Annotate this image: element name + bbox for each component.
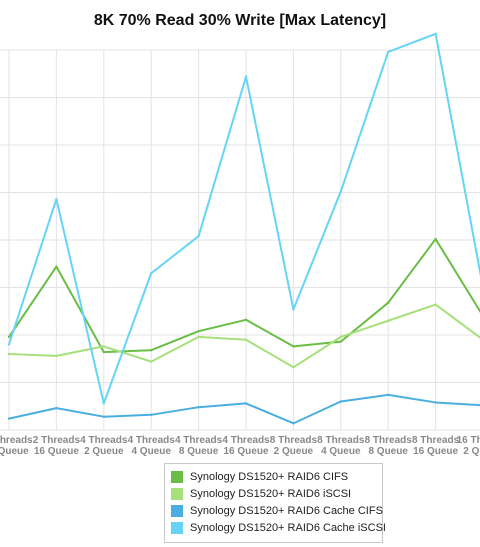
data-point bbox=[7, 352, 11, 356]
data-point bbox=[387, 50, 390, 54]
data-point bbox=[244, 318, 248, 321]
x-tick-label: 8 Threads 4 Queue bbox=[317, 435, 365, 457]
x-tick-label: 8 Threads 16 Queue bbox=[412, 435, 460, 457]
data-point bbox=[102, 345, 106, 348]
series-lines bbox=[7, 32, 480, 425]
data-point bbox=[387, 393, 390, 397]
legend-swatch bbox=[171, 471, 183, 483]
data-point bbox=[244, 338, 248, 341]
legend-swatch bbox=[171, 522, 183, 534]
data-point bbox=[197, 330, 200, 333]
data-point bbox=[339, 340, 342, 343]
x-tick-label: 4 Threads 2 Queue bbox=[80, 435, 128, 457]
data-point bbox=[55, 354, 58, 358]
data-point bbox=[339, 400, 342, 403]
legend-item: Synology DS1520+ RAID6 CIFS bbox=[171, 470, 348, 484]
data-point bbox=[244, 75, 248, 78]
data-point bbox=[150, 413, 153, 416]
data-point bbox=[244, 402, 248, 405]
legend-label: Synology DS1520+ RAID6 Cache CIFS bbox=[190, 505, 383, 517]
x-tick-label: 4 Threads 16 Queue bbox=[222, 435, 270, 457]
legend-label: Synology DS1520+ RAID6 CIFS bbox=[190, 471, 349, 483]
data-point bbox=[434, 401, 437, 404]
legend-swatch bbox=[171, 505, 183, 517]
x-tick-label: 2 Threads 16 Queue bbox=[33, 435, 81, 457]
x-tick-label: 4 Threads 8 Queue bbox=[175, 435, 223, 457]
legend-item: Synology DS1520+ RAID6 Cache iSCSI bbox=[171, 521, 386, 535]
data-point bbox=[102, 350, 106, 354]
legend: Synology DS1520+ RAID6 CIFS Synology DS15… bbox=[164, 463, 386, 543]
data-point bbox=[150, 360, 153, 363]
data-point bbox=[197, 235, 200, 238]
data-point bbox=[55, 197, 58, 201]
data-point bbox=[292, 422, 295, 425]
x-tick-label: 8 Threads 2 Queue bbox=[270, 435, 318, 457]
legend-swatch bbox=[171, 488, 183, 500]
data-point bbox=[102, 415, 106, 418]
data-point bbox=[197, 335, 200, 339]
data-point bbox=[434, 32, 437, 36]
series-line-3 bbox=[8, 393, 480, 425]
data-point bbox=[292, 345, 295, 348]
data-point bbox=[387, 319, 390, 322]
data-point bbox=[7, 335, 11, 339]
data-point bbox=[102, 402, 106, 405]
x-tick-label: 8 Threads 8 Queue bbox=[365, 435, 413, 457]
legend-label: Synology DS1520+ RAID6 iSCSI bbox=[190, 488, 352, 500]
series-line-4 bbox=[8, 32, 480, 405]
data-point bbox=[55, 265, 58, 268]
data-point bbox=[7, 343, 11, 346]
data-point bbox=[339, 335, 342, 339]
data-point bbox=[150, 349, 153, 352]
series-line-2 bbox=[8, 303, 480, 369]
x-tick-label: 4 Threads 4 Queue bbox=[128, 435, 176, 457]
data-point bbox=[292, 308, 295, 311]
legend-item: Synology DS1520+ RAID6 Cache CIFS bbox=[171, 504, 383, 518]
chart-title: 8K 70% Read 30% Write [Max Latency] bbox=[93, 12, 387, 29]
data-point bbox=[150, 272, 153, 275]
legend-label: Synology DS1520+ RAID6 Cache iSCSI bbox=[190, 522, 386, 534]
data-point bbox=[434, 237, 437, 241]
grid bbox=[0, 49, 480, 431]
data-point bbox=[197, 406, 200, 409]
data-point bbox=[55, 406, 58, 410]
data-point bbox=[339, 190, 342, 193]
data-point bbox=[387, 301, 390, 304]
data-point bbox=[7, 417, 11, 420]
legend-item: Synology DS1520+ RAID6 iSCSI bbox=[171, 487, 351, 501]
data-point bbox=[292, 366, 295, 369]
data-point bbox=[434, 303, 437, 306]
